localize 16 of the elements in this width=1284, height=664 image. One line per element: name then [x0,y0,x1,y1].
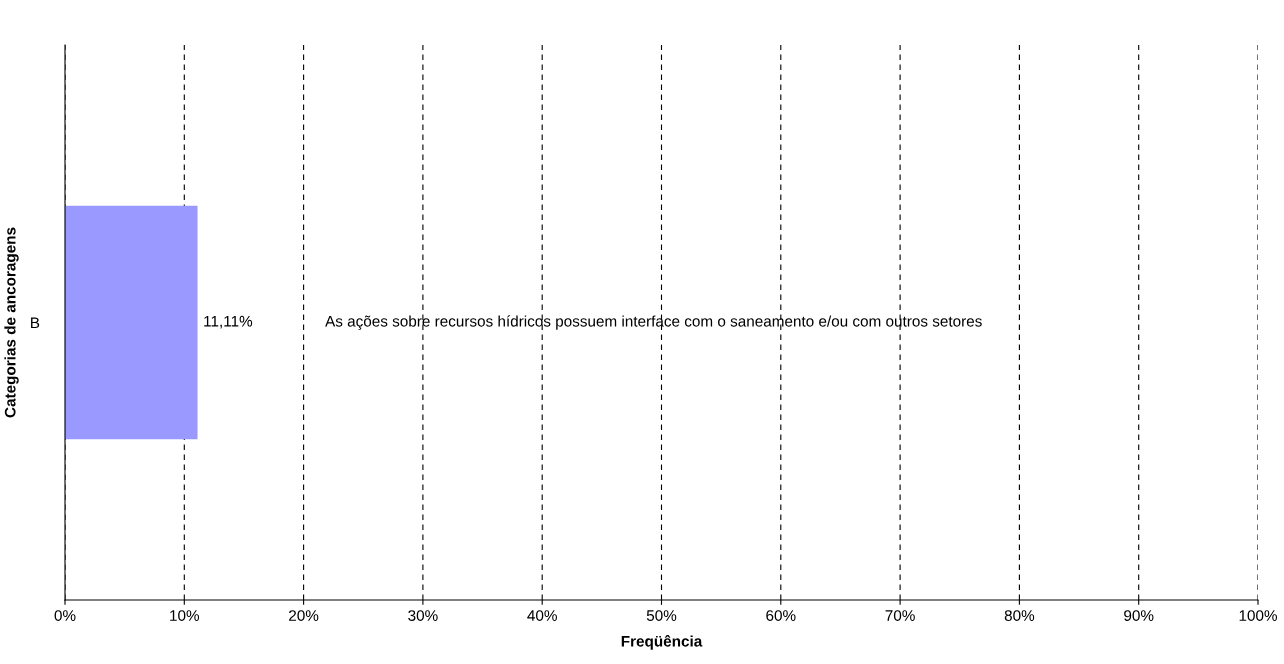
x-tick-label: 50% [646,610,677,621]
y-axis-title: Categorias de ancoragens [4,227,19,418]
y-tick-label: B [31,317,40,329]
x-tick-label: 90% [1124,610,1154,621]
x-tick-label: 100% [1239,610,1277,621]
x-tick-label: 60% [766,610,796,621]
x-axis-title: Freqüência [621,635,703,650]
x-tick-label: 40% [527,610,557,621]
x-tick-label: 20% [289,610,319,621]
x-tick-label: 30% [408,610,438,621]
x-tick-label: 10% [170,610,200,621]
annotation: As ações sobre recursos hídricos possuem interface com o saneamento e/ou com outros setores [325,315,982,330]
x-tick-label: 0% [54,610,76,621]
data-label: 11,11% [204,315,253,329]
x-tick-label: 80% [1004,610,1035,621]
x-tick-label: 70% [885,610,915,621]
